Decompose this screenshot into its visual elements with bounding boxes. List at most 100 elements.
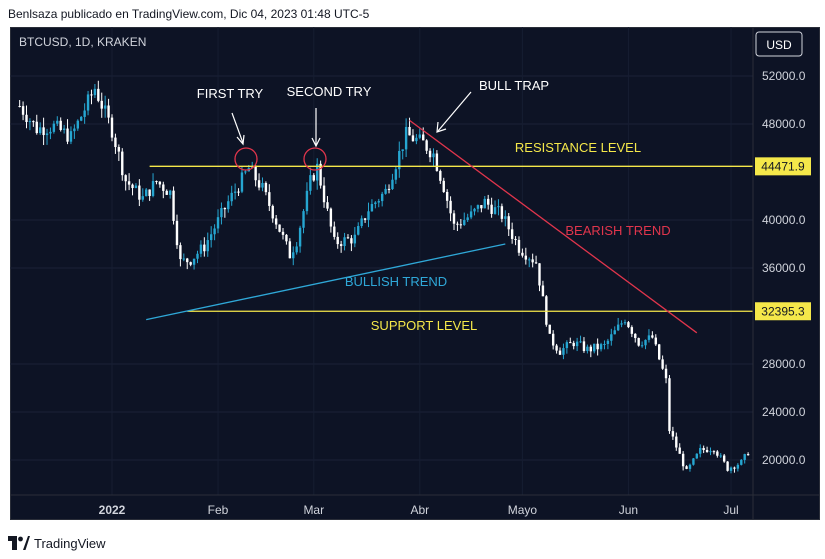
candle-body [223,208,227,210]
candle-body [261,182,264,188]
candle-body [305,190,309,212]
y-tick-label: 52000.0 [762,69,806,83]
annotation-bull-trap: BULL TRAP [479,78,549,93]
candle-body [66,128,69,142]
candle-body [562,348,565,355]
candle-body [103,105,107,109]
candle-body [83,110,86,117]
candle-body [114,137,117,148]
candle-body [616,324,620,331]
candle-body [192,258,196,265]
symbol-label: BTCUSD, 1D, KRAKEN [19,35,146,49]
price-label-box [755,157,811,176]
candle-body [425,140,428,151]
candle-body [367,211,370,220]
candle-body [339,244,343,247]
candle-body [459,224,463,226]
footer-brand[interactable]: TradingView [8,533,106,553]
candle-body [541,285,545,297]
candle-body [623,322,627,324]
candle-body [640,345,644,347]
candle-body [644,339,647,346]
candle-body [175,220,179,246]
first-try-circle [234,147,258,171]
candle-body [110,117,114,138]
candle-body [504,216,507,219]
candle-body [240,172,244,192]
x-tick-label: Jun [619,503,638,517]
candle-body [322,185,326,203]
y-tick-label: 20000.0 [762,453,806,467]
y-tick-label: 48000.0 [762,117,806,131]
candle-body [35,121,38,134]
y-tick-label: 24000.0 [762,405,806,419]
candle-body [179,245,182,260]
candle-body [473,208,476,212]
candle-body [158,181,162,185]
candle-body [357,226,360,235]
price-label: 32395.3 [761,304,805,318]
candle-body [148,189,151,196]
candle-body [18,106,21,107]
candle-body [285,234,288,242]
currency-button-label: USD [766,38,792,52]
currency-button[interactable]: USD [755,31,803,57]
candle-body [21,106,25,115]
candle-body [117,147,121,152]
candle-body [664,368,668,379]
annotation-resistance-level: RESISTANCE LEVEL [515,140,641,155]
candle-body [497,206,500,208]
candle-body [726,461,729,471]
candle-body [398,150,401,170]
second-try-arrow [311,108,321,148]
candle-body [411,135,415,142]
candle-body [346,237,350,239]
candle-body [333,226,336,237]
candle-body [384,188,387,194]
candle-body [244,171,247,173]
candle-body [445,191,449,201]
candle-body [391,179,394,190]
candle-body [548,324,551,334]
candle-body [736,464,740,469]
candle-body [668,378,671,432]
candle-body [510,229,514,239]
candle-body [681,453,685,467]
candle-body [651,335,654,338]
candle-body [45,133,49,136]
candle-body [86,94,90,111]
candle-body [209,234,213,241]
candle-body [52,123,56,132]
candle-body [25,114,28,123]
candle-body [162,184,165,191]
tradingview-logo-icon [8,536,30,550]
candle-body [620,323,623,325]
candle-body [145,189,148,197]
candle-body [76,120,79,129]
candle-body [316,163,319,181]
candle-body [257,180,261,188]
candle-body [688,464,692,469]
annotation-support-level: SUPPORT LEVEL [371,318,477,333]
candle-body [363,218,367,220]
candle-body [538,263,541,286]
candle-body [182,258,186,260]
candle-body [490,204,493,214]
candle-body [138,185,141,200]
candle-body [610,334,613,341]
candle-body [73,128,76,132]
price-chart[interactable]: FIRST TRY SECOND TRY BULL TRAP RESISTANC… [10,27,820,520]
candle-body [699,447,702,454]
candle-body [439,170,442,181]
candle-body [637,338,640,346]
candle-body [278,224,281,232]
x-tick-label: 2022 [99,503,126,517]
bull-trap-arrow [436,91,472,133]
candle-body [654,337,657,345]
candle-body [97,88,100,101]
candle-body [729,467,733,471]
candle-body [220,208,223,218]
candle-body [534,262,538,264]
candle-body [565,342,569,349]
candle-body [353,234,357,244]
